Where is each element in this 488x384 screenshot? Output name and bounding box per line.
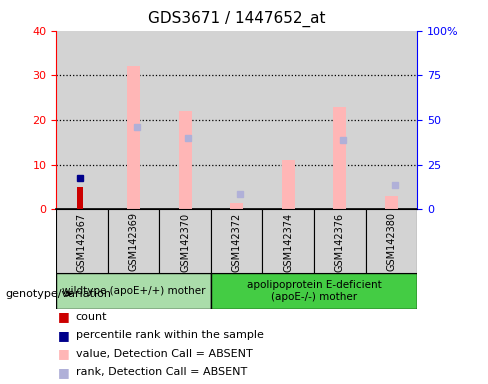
Bar — [159, 209, 211, 273]
Bar — [366, 209, 417, 273]
Text: rank, Detection Call = ABSENT: rank, Detection Call = ABSENT — [76, 367, 247, 377]
Text: GSM142370: GSM142370 — [180, 212, 190, 271]
Text: GSM142374: GSM142374 — [283, 212, 293, 271]
Bar — [230, 203, 243, 209]
Bar — [77, 187, 83, 209]
Bar — [314, 209, 366, 273]
Text: percentile rank within the sample: percentile rank within the sample — [76, 330, 264, 340]
Bar — [263, 31, 314, 209]
Text: GSM142376: GSM142376 — [335, 212, 345, 271]
Text: ■: ■ — [58, 310, 69, 323]
Text: GDS3671 / 1447652_at: GDS3671 / 1447652_at — [148, 11, 325, 27]
Bar — [211, 209, 263, 273]
Text: value, Detection Call = ABSENT: value, Detection Call = ABSENT — [76, 349, 252, 359]
Text: apolipoprotein E-deficient
(apoE-/-) mother: apolipoprotein E-deficient (apoE-/-) mot… — [247, 280, 382, 302]
Text: genotype/variation: genotype/variation — [5, 289, 111, 299]
Bar — [56, 273, 211, 309]
Text: ■: ■ — [58, 366, 69, 379]
Text: ■: ■ — [58, 347, 69, 360]
Bar — [314, 31, 366, 209]
Bar — [211, 31, 263, 209]
Bar — [56, 31, 108, 209]
Bar — [127, 66, 140, 209]
Text: wildtype (apoE+/+) mother: wildtype (apoE+/+) mother — [62, 286, 205, 296]
Bar — [108, 31, 159, 209]
Bar — [385, 196, 398, 209]
Text: GSM142367: GSM142367 — [77, 212, 87, 271]
Bar — [179, 111, 192, 209]
Text: GSM142369: GSM142369 — [128, 212, 139, 271]
Bar — [282, 160, 295, 209]
Bar — [211, 273, 417, 309]
Bar — [366, 31, 417, 209]
Bar — [263, 209, 314, 273]
Text: GSM142372: GSM142372 — [232, 212, 242, 272]
Bar — [56, 209, 108, 273]
Bar — [333, 107, 346, 209]
Text: GSM142380: GSM142380 — [386, 212, 396, 271]
Text: ■: ■ — [58, 329, 69, 342]
Bar — [108, 209, 159, 273]
Text: count: count — [76, 312, 107, 322]
Bar — [159, 31, 211, 209]
